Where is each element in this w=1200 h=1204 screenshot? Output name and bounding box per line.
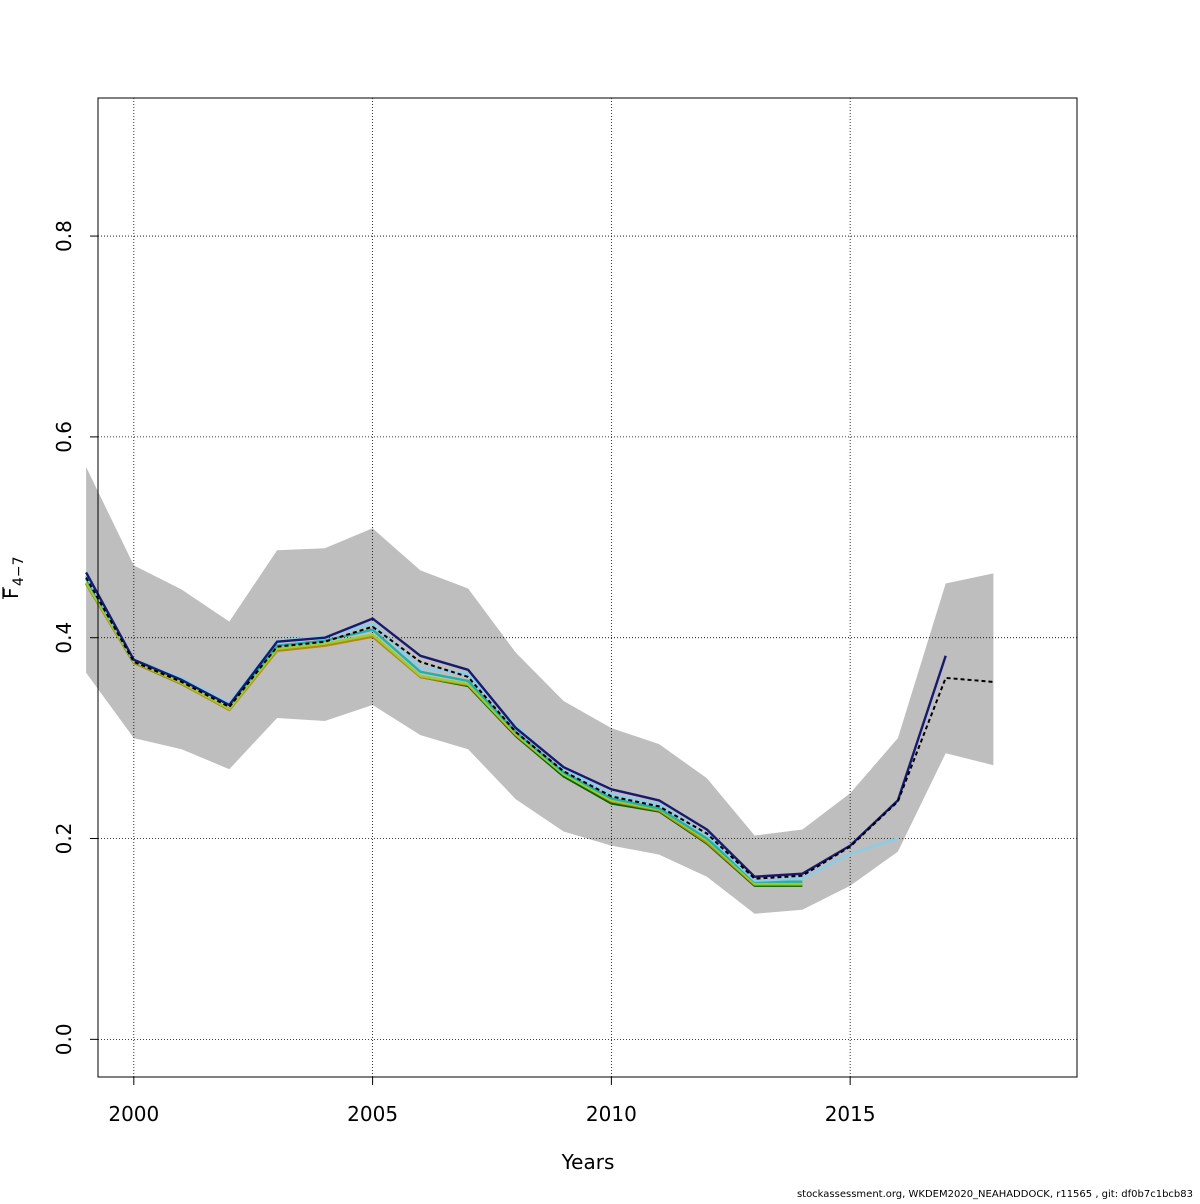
y-tick-label-0.2: 0.2 xyxy=(52,823,76,855)
y-axis-title-main: F xyxy=(0,587,23,599)
y-tick-label-0.8: 0.8 xyxy=(52,220,76,252)
footer-note: stockassessment.org, WKDEM2020_NEAHADDOC… xyxy=(797,1189,1193,1200)
confidence-band xyxy=(86,467,994,914)
y-tick-label-0.0: 0.0 xyxy=(52,1023,76,1055)
y-axis-title-subscript: 4−7 xyxy=(11,556,27,586)
series-line-1 xyxy=(85,577,994,880)
series-line-2 xyxy=(85,571,947,878)
y-tick-label-0.6: 0.6 xyxy=(52,421,76,453)
plot-frame xyxy=(97,97,1078,1078)
x-tick-label-2005: 2005 xyxy=(347,1102,398,1126)
series-line-5 xyxy=(85,581,803,885)
x-tick-label-2010: 2010 xyxy=(586,1102,637,1126)
x-tick-label-2015: 2015 xyxy=(825,1102,876,1126)
y-axis-title: F 4−7 xyxy=(0,556,27,599)
x-tick-label-2000: 2000 xyxy=(108,1102,159,1126)
x-axis-title: Years xyxy=(561,1150,615,1174)
y-tick-label-0.4: 0.4 xyxy=(52,622,76,654)
